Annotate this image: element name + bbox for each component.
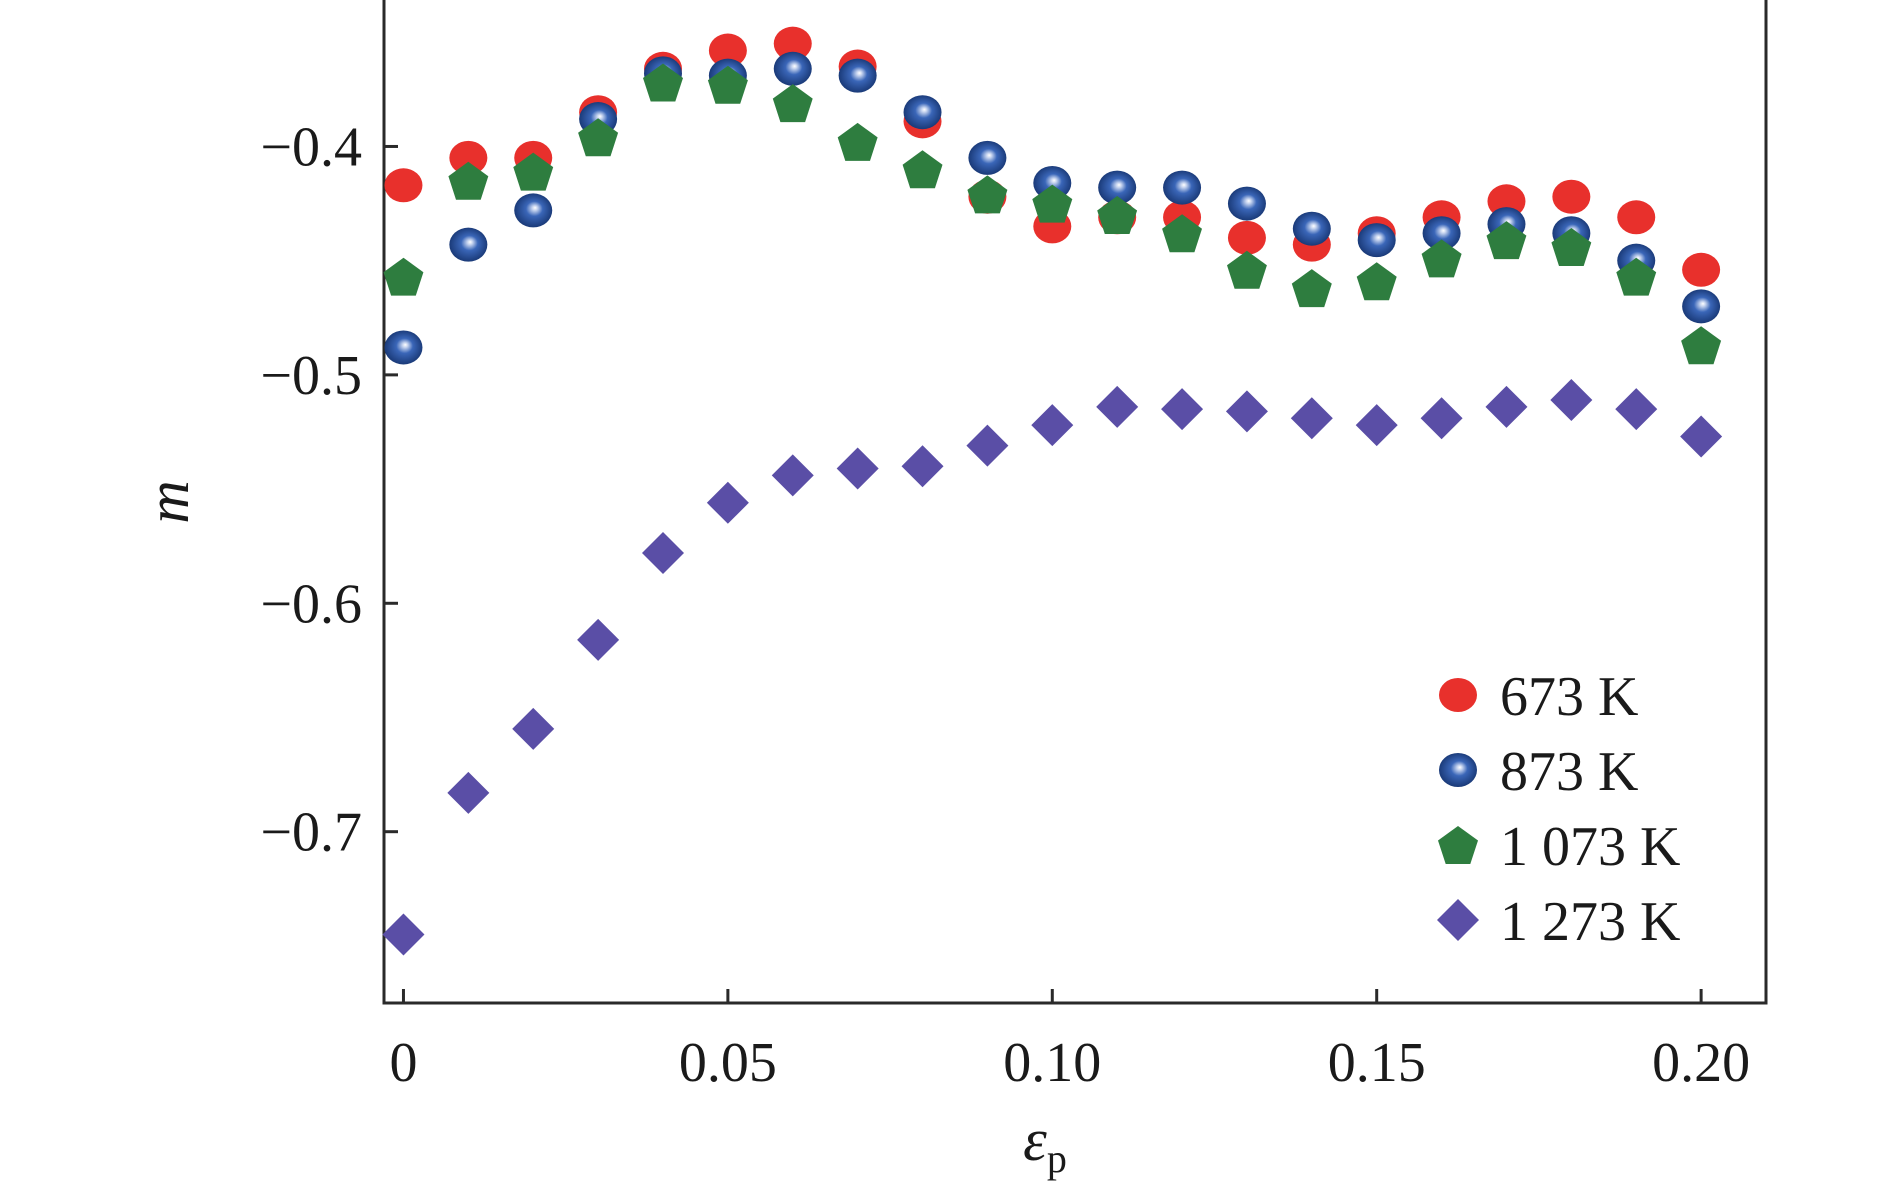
- y-axis-label: m: [135, 480, 201, 523]
- legend-item-2: 1 073 K: [1438, 816, 1680, 878]
- point-s1-9: [968, 140, 1007, 175]
- point-s1-2: [514, 193, 553, 228]
- point-s3-5: [706, 481, 749, 524]
- legend-item-0: 673 K: [1439, 666, 1638, 728]
- point-s0-1: [449, 140, 488, 175]
- point-s2-20: [1681, 326, 1722, 365]
- x-tick-label-2: 0.10: [1003, 1032, 1101, 1094]
- point-s1-20: [1682, 289, 1721, 324]
- x-tick-label-3: 0.15: [1328, 1032, 1426, 1094]
- series-3: [382, 379, 1723, 956]
- point-s1-7: [838, 58, 877, 93]
- point-s3-9: [966, 424, 1009, 467]
- point-s1-6: [773, 51, 812, 86]
- point-s3-18: [1550, 379, 1593, 421]
- point-s1-15: [1357, 223, 1396, 258]
- point-s3-3: [577, 618, 620, 661]
- point-s3-2: [512, 707, 555, 750]
- legend-item-1: 873 K: [1439, 741, 1638, 803]
- point-s3-13: [1225, 390, 1268, 433]
- point-s1-16: [1422, 216, 1461, 251]
- point-s2-4: [643, 63, 683, 102]
- point-s3-20: [1680, 415, 1723, 458]
- point-s3-1: [447, 771, 490, 814]
- point-s3-10: [1031, 404, 1074, 447]
- y-tick-label-1: −0.5: [260, 345, 362, 407]
- legend-marker-2: [1438, 826, 1478, 864]
- point-s2-14: [1291, 269, 1332, 308]
- point-s1-11: [1098, 170, 1137, 205]
- point-s2-5: [707, 65, 748, 104]
- point-s0-18: [1552, 179, 1591, 214]
- point-s2-18: [1551, 228, 1592, 266]
- point-s0-20: [1682, 252, 1721, 287]
- point-s2-15: [1356, 262, 1397, 301]
- point-s1-0: [384, 330, 423, 365]
- point-s3-11: [1096, 385, 1139, 428]
- point-s2-16: [1421, 239, 1462, 278]
- legend-marker-1: [1439, 753, 1477, 787]
- point-s2-3: [578, 118, 619, 157]
- legend-label-1: 873 K: [1500, 741, 1638, 803]
- legend-item-3: 1 273 K: [1437, 891, 1680, 953]
- point-s0-0: [384, 168, 423, 203]
- point-s3-14: [1290, 397, 1333, 440]
- x-axis-label: εp: [1023, 1107, 1067, 1181]
- legend-label-2: 1 073 K: [1500, 816, 1680, 878]
- point-s3-8: [901, 445, 944, 488]
- point-s1-8: [903, 95, 942, 130]
- point-s2-9: [967, 175, 1008, 214]
- point-s2-11: [1097, 196, 1138, 234]
- point-s1-1: [449, 227, 488, 262]
- point-s2-19: [1616, 257, 1657, 296]
- point-s3-6: [771, 454, 814, 497]
- point-s2-0: [383, 257, 424, 296]
- point-s3-4: [641, 532, 684, 575]
- point-s2-12: [1162, 214, 1202, 253]
- point-s0-5: [708, 33, 747, 68]
- plot-frame: [382, 0, 1768, 1005]
- point-s3-19: [1615, 388, 1658, 431]
- point-s2-10: [1032, 184, 1073, 223]
- point-s3-12: [1161, 388, 1204, 431]
- point-s3-15: [1355, 404, 1398, 447]
- legend: 673 K 873 K 1 073 K 1 273 K: [1437, 666, 1680, 953]
- x-tick-label-4: 0.20: [1652, 1032, 1750, 1094]
- point-s2-17: [1486, 221, 1527, 260]
- point-s3-17: [1485, 385, 1528, 428]
- data-points: [382, 26, 1723, 956]
- series-2: [383, 63, 1722, 365]
- y-tick-label-2: −0.6: [260, 573, 362, 635]
- point-s3-0: [382, 913, 425, 956]
- point-s1-13: [1227, 186, 1266, 221]
- point-s3-7: [836, 447, 879, 490]
- point-s2-1: [448, 161, 489, 200]
- x-tick-label-1: 0.05: [679, 1032, 777, 1094]
- point-s1-14: [1292, 211, 1331, 246]
- point-s2-8: [902, 150, 943, 189]
- legend-label-3: 1 273 K: [1500, 891, 1680, 953]
- legend-label-0: 673 K: [1500, 666, 1638, 728]
- point-s2-13: [1227, 250, 1267, 289]
- point-s2-2: [513, 152, 554, 191]
- point-s3-16: [1420, 397, 1463, 440]
- point-s2-6: [772, 84, 813, 123]
- point-s0-13: [1227, 220, 1266, 255]
- point-s0-19: [1617, 200, 1656, 235]
- y-tick-label-3: −0.7: [260, 802, 362, 864]
- legend-marker-0: [1439, 678, 1477, 712]
- y-tick-label-0: −0.4: [260, 116, 362, 178]
- point-s0-6: [773, 26, 812, 61]
- x-tick-label-0: 0: [389, 1032, 417, 1094]
- point-s1-12: [1163, 170, 1202, 205]
- axis-ticks: 0 0.05 0.10 0.15 0.20 −0.4 −0.5 −0.6 −0.7: [260, 116, 1750, 1094]
- legend-marker-3: [1437, 899, 1479, 941]
- point-s2-7: [837, 122, 878, 161]
